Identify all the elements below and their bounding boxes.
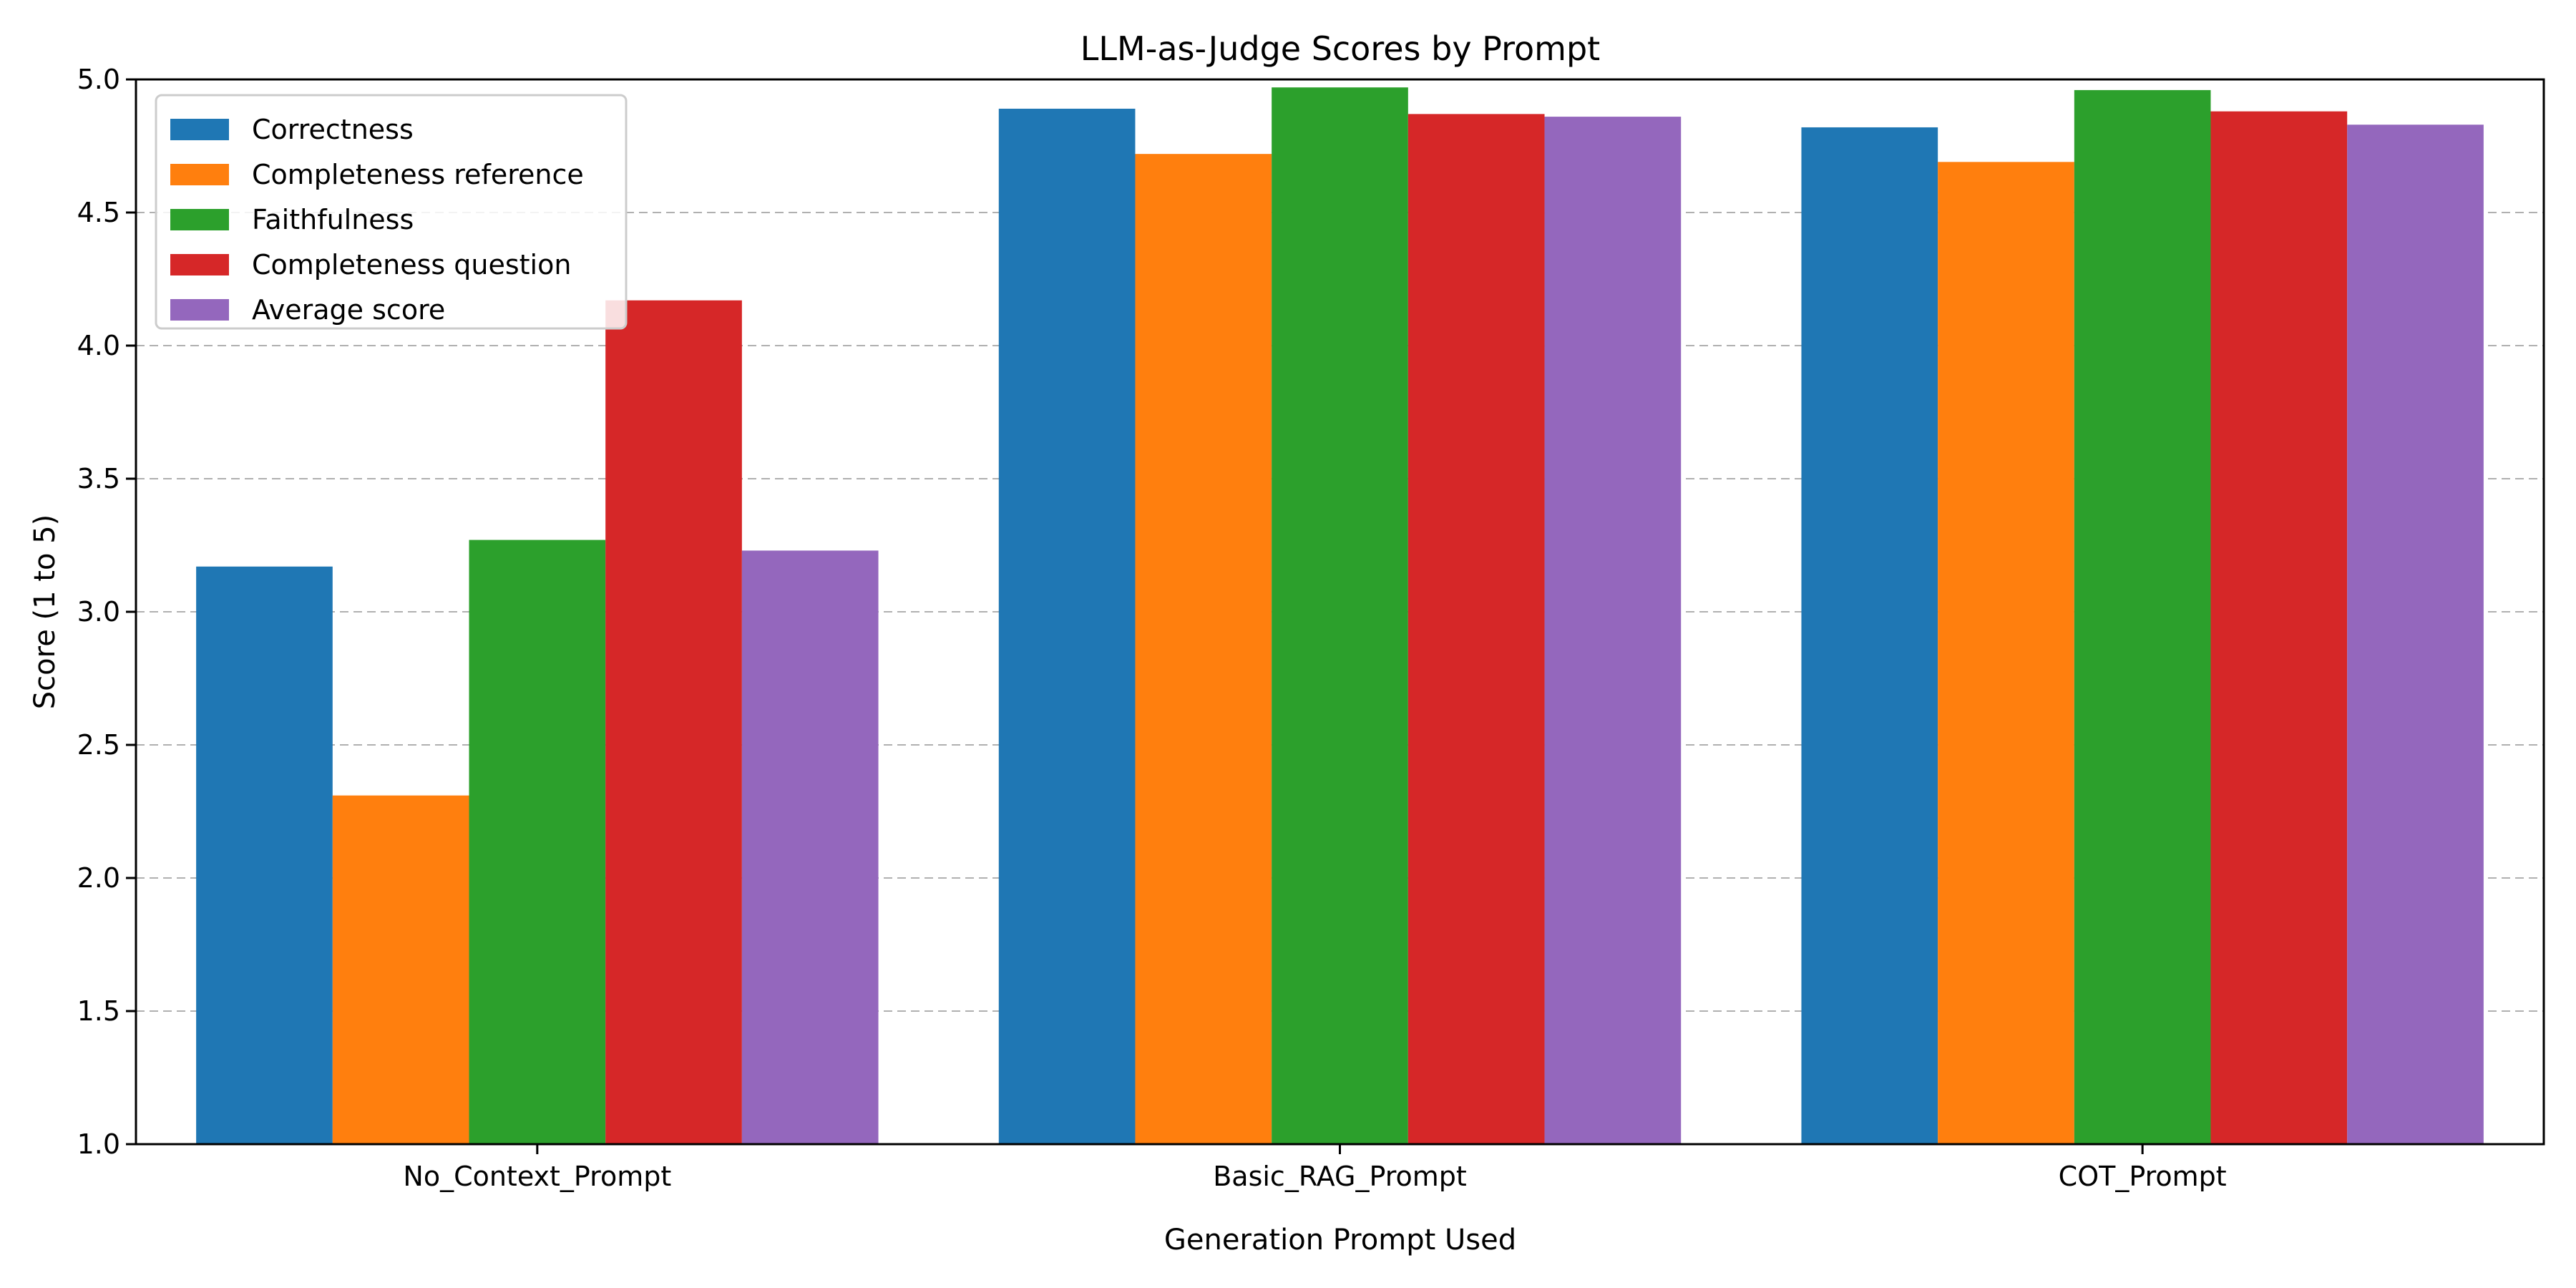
- legend-label: Completeness question: [252, 249, 571, 280]
- legend-label: Faithfulness: [252, 204, 414, 235]
- bar-completeness-reference-cot_prompt: [1938, 162, 2074, 1144]
- bar-completeness-question-no_context_prompt: [605, 300, 742, 1144]
- y-tick-label: 4.0: [77, 330, 120, 361]
- bar-completeness-question-cot_prompt: [2210, 111, 2348, 1144]
- y-tick-label: 1.5: [77, 995, 120, 1027]
- bar-correctness-cot_prompt: [1801, 127, 1938, 1145]
- y-axis: 1.0 1.5 2.0 2.5 3.0 3.5 4.0 4.5 5.0: [77, 64, 136, 1160]
- legend-swatch: [170, 299, 229, 321]
- bar-completeness-reference-basic_rag_prompt: [1135, 154, 1272, 1144]
- bar-average-score-basic_rag_prompt: [1544, 117, 1682, 1145]
- legend: Correctness Completeness reference Faithfu…: [155, 94, 628, 330]
- bar-average-score-no_context_prompt: [741, 550, 879, 1144]
- x-axis: No_Context_Prompt Basic_RAG_Prompt COT_Pro…: [403, 1144, 2227, 1192]
- legend-swatch: [170, 254, 229, 275]
- y-tick-label: 5.0: [77, 64, 120, 95]
- x-axis-label: Generation Prompt Used: [1164, 1224, 1516, 1257]
- y-tick-label: 3.0: [77, 596, 120, 628]
- bar-average-score-cot_prompt: [2347, 125, 2484, 1145]
- bars-layer: [196, 87, 2484, 1145]
- legend-swatch: [170, 209, 229, 230]
- chart-title: LLM-as-Judge Scores by Prompt: [1080, 29, 1600, 68]
- legend-label: Completeness reference: [252, 159, 584, 190]
- y-tick-label: 2.0: [77, 862, 120, 894]
- legend-label: Correctness: [252, 114, 414, 145]
- bar-faithfulness-cot_prompt: [2074, 89, 2211, 1144]
- bar-correctness-no_context_prompt: [196, 566, 333, 1144]
- bar-completeness-question-basic_rag_prompt: [1407, 114, 1545, 1145]
- x-tick-label: COT_Prompt: [2059, 1161, 2227, 1192]
- y-tick-label: 1.0: [77, 1128, 120, 1160]
- legend-swatch: [170, 164, 229, 185]
- bar-correctness-basic_rag_prompt: [998, 108, 1136, 1144]
- y-tick-label: 4.5: [77, 197, 120, 228]
- legend-label: Average score: [252, 294, 445, 326]
- bar-faithfulness-basic_rag_prompt: [1272, 87, 1408, 1144]
- legend-box: [155, 94, 628, 330]
- y-axis-label: Score (1 to 5): [29, 514, 62, 709]
- y-tick-label: 3.5: [77, 463, 120, 494]
- y-tick-label: 2.5: [77, 729, 120, 761]
- legend-swatch: [170, 119, 229, 140]
- x-tick-label: Basic_RAG_Prompt: [1213, 1161, 1467, 1192]
- legend-items: Correctness Completeness reference Faithfu…: [170, 114, 584, 326]
- bar-completeness-reference-no_context_prompt: [332, 795, 469, 1144]
- x-tick-label: No_Context_Prompt: [403, 1161, 671, 1192]
- bar-faithfulness-no_context_prompt: [469, 540, 606, 1144]
